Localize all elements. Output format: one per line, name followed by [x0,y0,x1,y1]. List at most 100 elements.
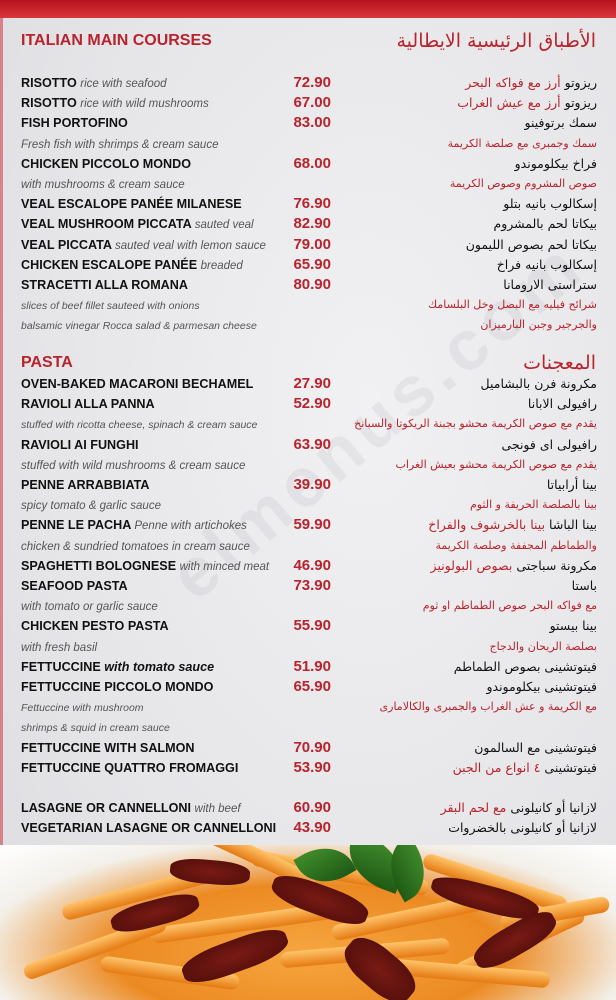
item-name-en: STRACETTI ALLA ROMANA [21,278,188,292]
menu-item-description: chicken & sundried tomatoes in cream sau… [21,536,597,556]
item-subtitle-en: rice with seafood [80,78,167,90]
item-name-en: FETTUCCINE PICCOLO MONDO [21,680,214,694]
menu-item: VEAL MUSHROOM PICCATA sauted veal 82.90 بي… [21,214,597,234]
item-name-ar-text: بينا بيستو [549,618,597,634]
item-name-ar-text: إسكالوب بانيه فراخ [496,256,597,272]
item-price: 63.90 [293,435,331,453]
item-name-en: CHICKEN PICCOLO MONDO [21,156,192,171]
item-name-en: FETTUCCINE WITH SALMON [21,740,195,755]
menu-item: PENNE LE PACHA Penne with artichokes 59.9… [21,515,597,535]
description-en: balsamic vinegar Rocca salad & parmesan … [21,320,257,333]
item-price: 73.90 [293,577,331,594]
item-name-ar: إسكالوب بانيه فراخ [497,255,597,275]
item-name-ar-text: لازانيا أو كانيلونى بالخضروات [448,820,597,836]
item-name-en: VEAL PICCATA [21,237,112,252]
menu-item-description: spicy tomato & garlic sauce بينا بالصلصة … [21,495,597,515]
item-name: CHICKEN PICCOLO MONDO [21,154,191,174]
item-name-en: RAVIOLI ALLA PANNA [21,397,155,412]
menu-item: FETTUCCINE QUATTRO FROMAGGI 53.90 فيتوتشين… [21,758,597,778]
item-name-ar-text: سمك برتوفينو [524,115,598,131]
description-ar: مع فواكه البحر صوص الطماطم او ثوم [422,599,597,613]
item-price: 53.90 [293,758,331,776]
item-name-ar: بينا الباشا بينا بالخرشوف والفراخ [428,515,597,535]
item-subtitle-ar: مع لحم البقر [440,800,507,816]
description-ar: والجرجير وجبن البارميزان [480,318,597,332]
item-name-ar: ستراستى الارومانا [503,275,597,295]
item-name-en: CHICKEN ESCALOPE PANÉE [21,257,198,272]
item-name: FISH PORTOFINO [21,113,128,133]
menu-item-description: stuffed with ricotta cheese, spinach & c… [21,414,597,434]
item-price: 65.90 [293,678,331,695]
item-name: VEGETARIAN LASAGNE OR CANNELLONI [21,818,276,838]
item-name-ar-text: فيتوتشينى بيكلوموندو [486,679,597,694]
item-subtitle-ar: أرز مع فواكه البحر [465,75,561,90]
description-ar: شرائح فيليه مع البصل وخل البلسامك [428,298,597,312]
description-ar: والطماطم المجففة وصلصة الكريمة [435,538,597,552]
item-name: LASAGNE OR CANNELLONI with beef [21,798,241,819]
menu-item: RAVIOLI ALLA PANNA 52.90 رافيولى الابانا [21,394,597,414]
item-name-ar-text: بينا أرابياتا [546,477,597,492]
description-en: chicken & sundried tomatoes in cream sau… [21,540,250,553]
menu-item: PENNE ARRABBIATA 39.90 بينا أرابياتا [21,475,597,495]
item-name-ar: ريزوتو أرز مع عيش الغراب [457,93,597,113]
description-en: shrimps & squid in cream sauce [21,722,170,735]
item-price: 79.00 [293,235,331,253]
description-en: Fettuccine with mushroom [21,702,144,715]
description-ar: سمك وجمبرى مع صلصة الكريمة [447,136,597,150]
item-subtitle-en: rice with wild mushrooms [80,98,209,111]
item-name-ar-text: مكرونة فرن بالبشاميل [480,376,597,391]
menu-item-description: slices of beef fillet sauteed with onion… [21,295,597,315]
item-name: RISOTTO rice with seafood [21,73,167,94]
section-title-en: ITALIAN MAIN COURSES [21,32,212,49]
item-name-ar-text: رافيولى اى فونجى [501,436,597,452]
description-en: with tomato or garlic sauce [21,601,158,614]
item-price: 80.90 [293,276,331,293]
item-price: 60.90 [293,799,331,817]
item-name-en: SPAGHETTI BOLOGNESE [21,558,177,573]
item-name-ar-text: رافيولى الابانا [527,396,597,412]
item-name-ar: فيتوتشينى ٤ انواع من الجبن [453,758,597,778]
item-name: CHICKEN ESCALOPE PANÉE breaded [21,255,243,276]
menu-item-description: with fresh basil بصلصة الريحان والدجاج [21,637,597,657]
item-name-ar: بيكاتا لحم بصوص الليمون [466,235,597,255]
item-name-ar-text: إسكالوب بانيه بتلو [503,196,597,212]
item-price: 83.00 [293,114,331,132]
menu-item: RISOTTO rice with wild mushrooms 67.00 ريز… [21,93,597,113]
section-title-en: PASTA [21,354,73,371]
menu-item: CHICKEN ESCALOPE PANÉE breaded 65.90 إسكال… [21,255,597,275]
menu-item: VEAL ESCALOPE PANÉE MILANESE 76.90 إسكالوب… [21,194,597,214]
item-name-ar: لازانيا أو كانيلونى مع لحم البقر [441,798,597,818]
item-name-ar: بينا أرابياتا [547,475,597,495]
item-name: PENNE LE PACHA Penne with artichokes [21,515,247,536]
item-name-ar: مكرونة فرن بالبشاميل [481,374,597,394]
item-price: 27.90 [293,375,331,392]
item-name-ar: ريزوتو أرز مع فواكه البحر [465,73,597,93]
description-ar: صوص المشروم وصوص الكريمة [449,177,597,190]
item-name-en: CHICKEN PESTO PASTA [21,619,169,634]
item-name-ar: فيتوتشينى بصوص الطماطم [454,657,597,677]
item-name-ar-text: بينا الباشا [549,517,597,533]
item-subtitle-ar: بينا بالخرشوف والفراخ [428,517,546,533]
item-name-en: FISH PORTOFINO [21,116,128,131]
item-name-en: LASAGNE OR CANNELLONI [21,801,192,816]
menu-item: CHICKEN PICCOLO MONDO 68.00 فراخ بيكلوموند… [21,154,597,174]
item-name-en: PENNE ARRABBIATA [21,478,150,492]
item-subtitle-en: breaded [200,259,243,272]
item-name-ar: رافيولى الابانا [528,394,597,414]
menu-item-description: with tomato or garlic sauce مع فواكه البح… [21,596,597,616]
item-name-ar: باستا [572,576,597,596]
item-name-ar-text: مكرونة سباجتى [516,557,597,573]
item-name-ar-text: ريزوتو [564,75,597,90]
item-name: RISOTTO rice with wild mushrooms [21,93,209,114]
item-name-ar: سمك برتوفينو [525,113,598,133]
item-name: SEAFOOD PASTA [21,576,128,596]
item-subtitle-en: with tomato sauce [104,659,215,674]
item-subtitle-en: with minced meat [179,560,270,573]
menu-item-description: shrimps & squid in cream sauce [21,717,597,737]
item-price: 43.90 [293,819,331,837]
item-subtitle-en: sauted veal [194,219,254,232]
item-name-ar: فيتوتشينى بيكلوموندو [486,677,597,697]
item-name: VEAL MUSHROOM PICCATA sauted veal [21,214,254,235]
item-name-en: OVEN-BAKED MACARONI BECHAMEL [21,377,254,391]
description-ar: يقدم مع صوص الكريمة محشو بعيش الغراب [395,457,597,471]
